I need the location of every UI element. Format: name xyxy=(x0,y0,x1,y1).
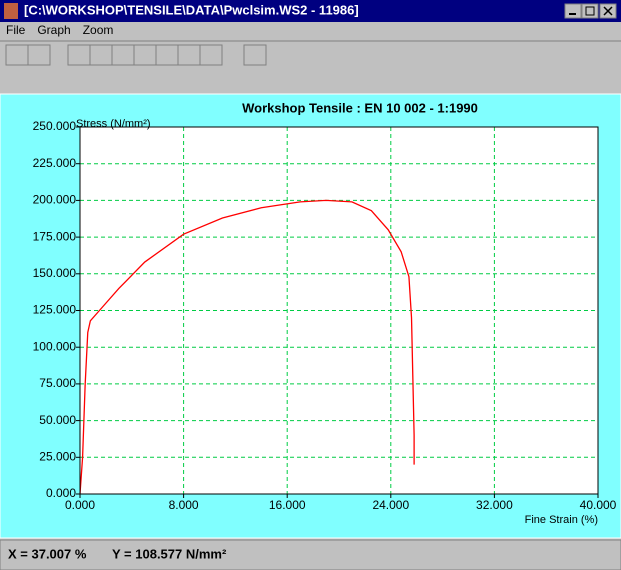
pan-button[interactable] xyxy=(244,45,266,65)
curve-button[interactable] xyxy=(178,45,200,65)
y-tick-label: 250.000 xyxy=(33,119,77,133)
menu-bar: File Graph Zoom xyxy=(6,23,113,37)
y-tick-label: 125.000 xyxy=(33,303,77,317)
app-window: [C:\WORKSHOP\TENSILE\DATA\Pwclsim.WS2 - … xyxy=(0,0,621,570)
chart-title: Workshop Tensile : EN 10 002 - 1:1990 xyxy=(242,100,478,115)
y-readout: Y = 108.577 N/mm² xyxy=(112,546,227,561)
print-button[interactable] xyxy=(6,45,28,65)
x-tick-label: 32.000 xyxy=(476,498,513,512)
y-tick-label: 175.000 xyxy=(33,229,77,243)
y-tick-label: 225.000 xyxy=(33,156,77,170)
minimize-button[interactable] xyxy=(565,4,581,18)
x-readout: X = 37.007 % xyxy=(8,546,87,561)
x-tick-label: 16.000 xyxy=(269,498,306,512)
menu-item[interactable]: File xyxy=(6,23,26,37)
y-tick-label: 100.000 xyxy=(33,339,77,353)
graph-button[interactable] xyxy=(68,45,90,65)
y-axis-label: Stress (N/mm²) xyxy=(76,118,151,130)
y-tick-label: 200.000 xyxy=(33,193,77,207)
status-bar xyxy=(0,540,621,570)
x-tick-label: 40.000 xyxy=(580,498,617,512)
y-tick-label: 25.000 xyxy=(39,449,76,463)
menu-item[interactable]: Graph xyxy=(37,23,70,37)
preview-button[interactable] xyxy=(28,45,50,65)
zoom-out-button[interactable] xyxy=(156,45,178,65)
axes-button[interactable] xyxy=(200,45,222,65)
properties-button[interactable] xyxy=(112,45,134,65)
y-tick-label: 75.000 xyxy=(39,376,76,390)
app-icon xyxy=(4,3,18,19)
y-tick-label: 50.000 xyxy=(39,413,76,427)
x-tick-label: 8.000 xyxy=(169,498,199,512)
x-tick-label: 24.000 xyxy=(372,498,409,512)
zoom-in-button[interactable] xyxy=(134,45,156,65)
x-tick-label: 0.000 xyxy=(65,498,95,512)
menu-item[interactable]: Zoom xyxy=(83,23,114,37)
y-tick-label: 150.000 xyxy=(33,266,77,280)
x-axis-label: Fine Strain (%) xyxy=(525,514,598,526)
page: [C:\WORKSHOP\TENSILE\DATA\Pwclsim.WS2 - … xyxy=(0,0,621,570)
window-title: [C:\WORKSHOP\TENSILE\DATA\Pwclsim.WS2 - … xyxy=(24,2,359,17)
select-button[interactable] xyxy=(90,45,112,65)
maximize-button[interactable] xyxy=(582,4,598,18)
